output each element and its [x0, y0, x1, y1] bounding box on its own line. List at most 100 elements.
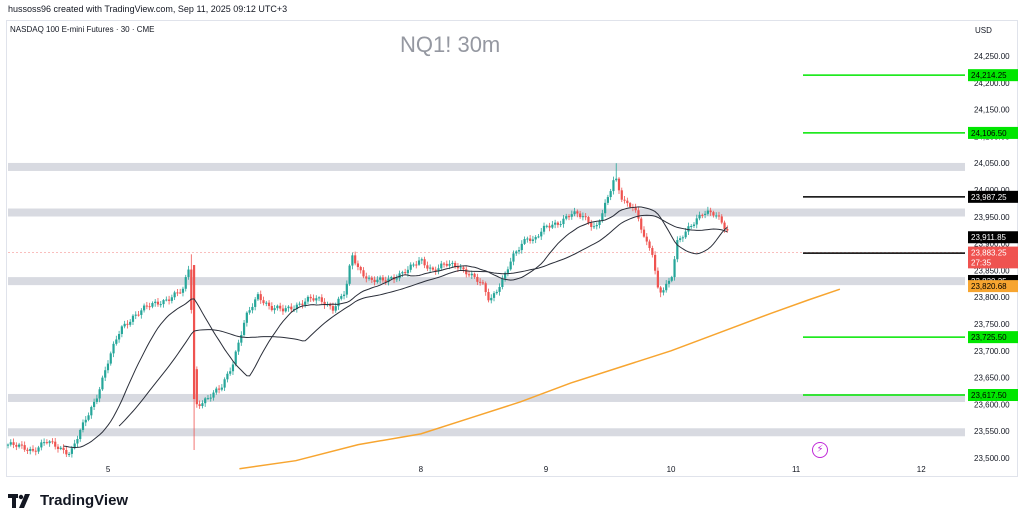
candle-body: [104, 370, 107, 378]
price-level-tag[interactable]: [968, 331, 1018, 344]
candle-body: [726, 229, 729, 231]
candle-body: [484, 283, 487, 293]
candle-body: [615, 178, 618, 181]
candle-body: [240, 335, 243, 343]
candle-body: [723, 222, 726, 230]
candle-body: [18, 444, 21, 447]
price-tag-label: 23,820.68: [971, 282, 1007, 291]
price-level-tag-label: 23,617.50: [971, 391, 1007, 400]
candle-body: [684, 231, 687, 238]
candle-body: [554, 222, 557, 225]
candle-body: [290, 306, 293, 310]
candle-body: [706, 210, 709, 214]
candle-body: [354, 255, 357, 264]
price-level-tag[interactable]: [968, 69, 1018, 82]
candle-body: [109, 353, 112, 364]
price-tag[interactable]: [968, 231, 1018, 244]
candle-body: [562, 218, 565, 225]
candle-body: [26, 449, 29, 451]
x-tick-label: 11: [792, 465, 801, 474]
candle-body: [12, 442, 15, 445]
zone-band: [8, 277, 965, 286]
candle-body: [51, 441, 54, 443]
symbol-description[interactable]: NASDAQ 100 E-mini Futures · 30 · CME: [10, 25, 155, 34]
candle-body: [520, 243, 523, 251]
candle-body: [381, 277, 385, 281]
candle-body: [112, 343, 115, 354]
candle-body: [170, 297, 173, 301]
candle-body: [131, 315, 135, 322]
candle-body: [181, 288, 185, 293]
candle-body: [15, 444, 18, 447]
candle-body: [226, 373, 229, 380]
candle-body: [434, 269, 437, 272]
candle-body: [442, 263, 446, 265]
candle-body: [45, 442, 48, 444]
y-tick-label: 23,550.00: [974, 427, 1010, 436]
candle-body: [570, 214, 573, 217]
candle-body: [579, 213, 582, 218]
candle-body: [604, 202, 607, 214]
candle-body: [703, 213, 707, 215]
candle-body: [43, 442, 46, 444]
candle-body: [545, 225, 548, 227]
candle-body: [454, 262, 457, 267]
candle-body: [304, 301, 307, 305]
price-level-tag[interactable]: [968, 126, 1018, 139]
lightning-bolt-icon[interactable]: ⚡: [812, 442, 828, 458]
candle-body: [401, 272, 404, 274]
candle-body: [651, 248, 654, 255]
y-tick-label: 23,700.00: [974, 347, 1010, 356]
candle-body: [590, 222, 593, 227]
candle-body: [256, 294, 260, 300]
candle-body: [329, 304, 332, 307]
candle-body: [315, 298, 318, 301]
candle-body: [509, 261, 512, 270]
candle-body: [459, 267, 462, 269]
candle-body: [242, 322, 246, 336]
candle-body: [645, 236, 648, 242]
candle-body: [515, 251, 518, 254]
price-level-tag[interactable]: [968, 389, 1018, 402]
candle-body: [120, 326, 123, 334]
candle-body: [542, 225, 546, 232]
candle-body: [512, 253, 515, 262]
candle-body: [270, 305, 273, 311]
price-tag[interactable]: [968, 256, 1018, 269]
candle-body: [73, 443, 76, 449]
price-level-tag-label: 23,725.50: [971, 333, 1007, 342]
price-tag[interactable]: [968, 280, 1018, 293]
candle-body: [695, 218, 698, 225]
candle-body: [173, 292, 176, 298]
candle-body: [670, 277, 673, 281]
zone-band: [8, 208, 965, 217]
price-tag[interactable]: [968, 246, 1018, 259]
candle-body: [220, 387, 223, 390]
candle-body: [501, 278, 504, 288]
y-tick-label: 23,650.00: [974, 374, 1010, 383]
price-level-tag-label: 23,987.25: [971, 193, 1007, 202]
candle-body: [654, 254, 657, 271]
currency-label[interactable]: USD: [975, 26, 992, 35]
candle-body: [456, 266, 460, 269]
candle-body: [323, 301, 326, 306]
candle-body: [370, 277, 373, 280]
candle-body: [437, 268, 440, 272]
tradingview-brand-text: TradingView: [40, 492, 129, 509]
candle-body: [123, 323, 126, 327]
candle-body: [40, 442, 43, 448]
candle-body: [9, 442, 12, 445]
candle-body: [176, 292, 179, 294]
candle-body: [467, 274, 471, 276]
candle-body: [81, 422, 85, 430]
candle-body: [429, 267, 432, 269]
candle-body: [126, 323, 129, 325]
candle-body: [637, 210, 640, 219]
price-level-tag[interactable]: [968, 190, 1018, 203]
candle-body: [465, 269, 468, 275]
candle-body: [629, 203, 632, 207]
candle-body: [59, 447, 62, 450]
candle-body: [490, 297, 493, 301]
candle-body: [451, 262, 454, 264]
